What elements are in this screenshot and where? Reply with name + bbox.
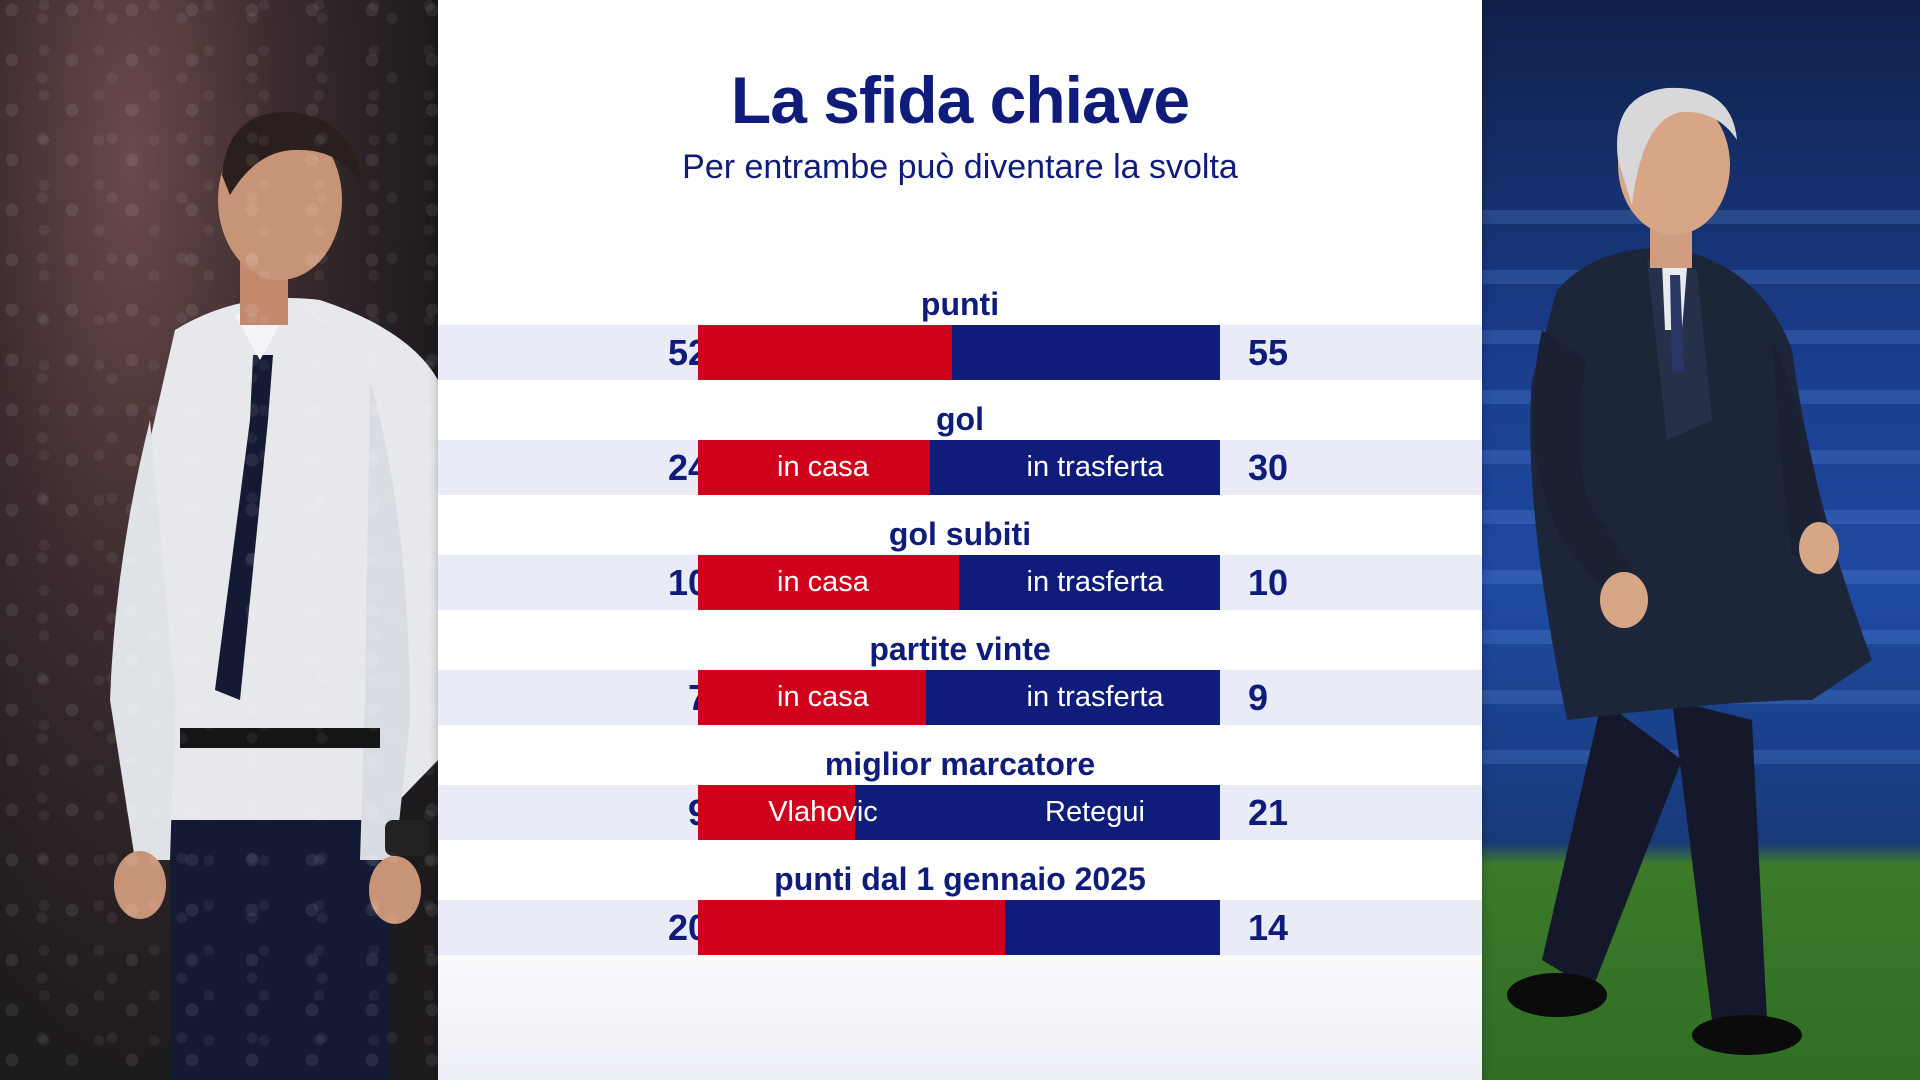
page-subtitle: Per entrambe può diventare la svolta bbox=[682, 148, 1238, 186]
left-bar-segment bbox=[698, 670, 927, 725]
left-coach-figure bbox=[110, 111, 438, 1080]
right-value: 9 bbox=[1248, 677, 1269, 718]
left-value: 20 bbox=[667, 907, 708, 948]
left-bar-segment bbox=[698, 440, 930, 495]
right-bar-label: Retegui bbox=[1045, 796, 1145, 828]
left-bar-label: in casa bbox=[777, 566, 869, 598]
left-value: 9 bbox=[578, 785, 708, 840]
comparison-bar bbox=[698, 325, 1220, 380]
left-value: 10 bbox=[667, 562, 708, 603]
left-bar-segment bbox=[698, 900, 1006, 955]
left-value: 24 bbox=[667, 447, 708, 488]
comparison-row: miglior marcatore 9 21 Vlahovic Retegui bbox=[438, 743, 1482, 858]
right-value: 55 bbox=[1248, 332, 1289, 373]
comparison-bar: Vlahovic Retegui bbox=[698, 785, 1220, 840]
right-value: 21 bbox=[1248, 792, 1289, 833]
stats-panel: La sfida chiave Per entrambe può diventa… bbox=[438, 0, 1482, 1080]
left-value: 52 bbox=[667, 332, 708, 373]
left-value: 7 bbox=[578, 670, 708, 725]
stadium-crowd-background bbox=[0, 0, 438, 1080]
right-bar-label: in trasferta bbox=[1026, 566, 1164, 598]
left-coach-photo bbox=[0, 0, 438, 1080]
left-bar-segment bbox=[698, 555, 959, 610]
page-title: La sfida chiave bbox=[730, 63, 1190, 137]
right-value: 30 bbox=[1248, 447, 1289, 488]
right-coach-photo bbox=[1482, 0, 1920, 1080]
comparison-bar: in casa in trasferta bbox=[698, 440, 1220, 495]
comparison-bar: in casa in trasferta bbox=[698, 555, 1220, 610]
comparison-row: punti 52 55 bbox=[438, 283, 1482, 398]
right-coach-figure bbox=[1482, 87, 1920, 1055]
left-bar-label: in casa bbox=[777, 451, 869, 483]
row-label: gol subiti bbox=[888, 516, 1032, 552]
comparison-row: partite vinte 7 9 in casa in trasferta bbox=[438, 628, 1482, 743]
right-bar-label: in trasferta bbox=[1026, 451, 1164, 483]
comparison-bar bbox=[698, 900, 1220, 955]
right-value: 14 bbox=[1248, 907, 1289, 948]
left-bar-segment bbox=[698, 785, 855, 840]
left-bar-segment bbox=[698, 325, 952, 380]
row-label: partite vinte bbox=[869, 631, 1051, 667]
left-bar-label: Vlahovic bbox=[768, 796, 878, 828]
row-label: punti bbox=[920, 286, 1000, 322]
row-label: punti dal 1 gennaio 2025 bbox=[774, 861, 1146, 897]
row-label: miglior marcatore bbox=[824, 746, 1096, 782]
row-label: gol bbox=[936, 401, 984, 437]
comparison-row: punti dal 1 gennaio 2025 20 14 bbox=[438, 858, 1482, 973]
left-bar-label: in casa bbox=[777, 681, 869, 713]
comparison-row: gol subiti 10 10 in casa in trasferta bbox=[438, 513, 1482, 628]
comparison-bar: in casa in trasferta bbox=[698, 670, 1220, 725]
comparison-row: gol 24 30 in casa in trasferta bbox=[438, 398, 1482, 513]
right-value: 10 bbox=[1248, 562, 1289, 603]
right-bar-label: in trasferta bbox=[1026, 681, 1164, 713]
